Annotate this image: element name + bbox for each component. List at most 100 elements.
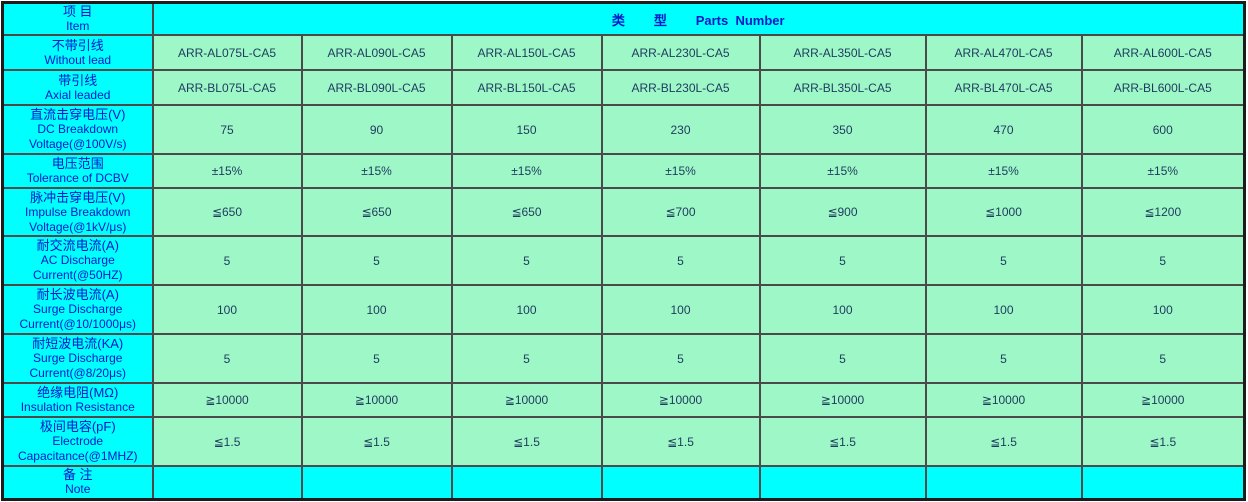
value-cell: ≦1.5 — [300, 416, 453, 467]
part-number-cell: ARR-AL090L-CA5 — [300, 34, 453, 71]
spec-row-tolerance: 电压范围 Tolerance of DCBV ±15% ±15% ±15% ±1… — [1, 153, 1246, 189]
note-cell — [1080, 465, 1246, 500]
row-label-en: Impulse Breakdown — [25, 204, 131, 219]
part-number-cell: ARR-AL600L-CA5 — [1080, 34, 1246, 71]
row-label-en: Voltage(@100V/s) — [28, 137, 127, 151]
row-label: 备 注 Note — [1, 465, 154, 500]
row-label-zh: 耐交流电流(A) — [36, 238, 119, 253]
value-cell: ±15% — [300, 153, 453, 189]
part-number-cell: ARR-AL150L-CA5 — [450, 34, 603, 71]
value-cell: 5 — [600, 235, 761, 286]
row-label-en: Current(@8/20μs) — [29, 366, 126, 380]
row-label-en: DC Breakdown — [37, 122, 119, 136]
row-label-en: Voltage(@1kV/μs) — [29, 219, 127, 234]
row-label-en: Current(@10/1000μs) — [19, 317, 136, 331]
value-cell: 100 — [450, 284, 603, 335]
row-label-en: Insulation Resistance — [20, 400, 135, 414]
value-cell: 100 — [758, 284, 927, 335]
value-cell: ≦650 — [151, 187, 303, 237]
value-cell: 5 — [1080, 333, 1246, 384]
row-label-en: Without lead — [44, 52, 112, 67]
row-label: 耐长波电流(A) Surge Discharge Current(@10/100… — [1, 284, 154, 335]
spec-row-surge-long-wave: 耐长波电流(A) Surge Discharge Current(@10/100… — [1, 284, 1246, 335]
value-cell: ≦650 — [450, 187, 603, 237]
header-row: 项 目 Item 类 型 Parts Number — [1, 1, 1246, 36]
value-cell: 5 — [600, 333, 761, 384]
value-cell: 100 — [1080, 284, 1246, 335]
value-cell: 600 — [1080, 104, 1246, 155]
row-label-en: Electrode — [52, 434, 104, 448]
value-cell: ≧10000 — [300, 382, 453, 418]
part-number-cell: ARR-AL470L-CA5 — [924, 34, 1083, 71]
value-cell: 5 — [758, 333, 927, 384]
value-cell: 90 — [300, 104, 453, 155]
row-label: 绝缘电阻(MΩ) Insulation Resistance — [1, 382, 154, 418]
item-header-zh: 项 目 — [62, 4, 93, 19]
value-cell: ±15% — [924, 153, 1083, 189]
value-cell: ±15% — [600, 153, 761, 189]
row-label-en: Current(@50HZ) — [32, 268, 123, 282]
note-cell — [450, 465, 603, 500]
value-cell: ≧10000 — [758, 382, 927, 418]
spec-row-note: 备 注 Note — [1, 465, 1246, 500]
value-cell: 230 — [600, 104, 761, 155]
part-number-cell: ARR-BL230L-CA5 — [600, 69, 761, 106]
part-number-cell: ARR-BL350L-CA5 — [758, 69, 927, 106]
row-label-zh: 备 注 — [62, 467, 93, 483]
item-header-cell: 项 目 Item — [1, 1, 154, 36]
value-cell: 5 — [151, 235, 303, 286]
row-label-zh: 耐短波电流(KA) — [32, 336, 124, 351]
value-cell: ≦1.5 — [924, 416, 1083, 467]
value-cell: 100 — [600, 284, 761, 335]
value-cell: ±15% — [450, 153, 603, 189]
value-cell: ±15% — [758, 153, 927, 189]
note-cell — [300, 465, 453, 500]
value-cell: 100 — [151, 284, 303, 335]
value-cell: 5 — [450, 235, 603, 286]
value-cell: 75 — [151, 104, 303, 155]
row-label: 直流击穿电压(V) DC Breakdown Voltage(@100V/s) — [1, 104, 154, 155]
note-cell — [758, 465, 927, 500]
note-cell — [924, 465, 1083, 500]
value-cell: 350 — [758, 104, 927, 155]
row-label-zh: 脉冲击穿电压(V) — [30, 189, 126, 205]
spec-row-impulse-breakdown: 脉冲击穿电压(V) Impulse Breakdown Voltage(@1kV… — [1, 187, 1246, 237]
value-cell: 5 — [300, 333, 453, 384]
value-cell: 5 — [151, 333, 303, 384]
value-cell: ≦1200 — [1080, 187, 1246, 237]
value-cell: ≦1.5 — [450, 416, 603, 467]
value-cell: ≧10000 — [151, 382, 303, 418]
value-cell: ≧10000 — [1080, 382, 1246, 418]
value-cell: 5 — [450, 333, 603, 384]
row-label-en: Note — [65, 482, 91, 497]
row-label-en: Capacitance(@1MHZ) — [17, 449, 138, 463]
spec-row-dc-breakdown: 直流击穿电压(V) DC Breakdown Voltage(@100V/s) … — [1, 104, 1246, 155]
value-cell: ≦1.5 — [151, 416, 303, 467]
spec-row-surge-short-wave: 耐短波电流(KA) Surge Discharge Current(@8/20μ… — [1, 333, 1246, 384]
part-number-cell: ARR-AL350L-CA5 — [758, 34, 927, 71]
row-label-zh: 电压范围 — [51, 156, 104, 171]
value-cell: ≦1.5 — [758, 416, 927, 467]
value-cell: 150 — [450, 104, 603, 155]
part-number-cell: ARR-BL090L-CA5 — [300, 69, 453, 106]
row-label-zh: 直流击穿电压(V) — [30, 107, 126, 122]
value-cell: ≧10000 — [600, 382, 761, 418]
row-label-zh: 绝缘电阻(MΩ) — [37, 385, 119, 400]
value-cell: 100 — [300, 284, 453, 335]
value-cell: ≦900 — [758, 187, 927, 237]
note-cell — [600, 465, 761, 500]
row-label: 耐交流电流(A) AC Discharge Current(@50HZ) — [1, 235, 154, 286]
part-number-cell: ARR-BL150L-CA5 — [450, 69, 603, 106]
part-number-cell: ARR-BL075L-CA5 — [151, 69, 303, 106]
part-number-cell: ARR-AL230L-CA5 — [600, 34, 761, 71]
value-cell: ≦650 — [300, 187, 453, 237]
row-label-en: Axial leaded — [45, 87, 111, 102]
part-number-cell: ARR-AL075L-CA5 — [151, 34, 303, 71]
row-label: 不带引线 Without lead — [1, 34, 154, 71]
value-cell: 100 — [924, 284, 1083, 335]
spec-row-electrode-capacitance: 极间电容(pF) Electrode Capacitance(@1MHZ) ≦1… — [1, 416, 1246, 467]
row-label: 带引线 Axial leaded — [1, 69, 154, 106]
value-cell: ≦700 — [600, 187, 761, 237]
spec-row-insulation-resistance: 绝缘电阻(MΩ) Insulation Resistance ≧10000 ≧1… — [1, 382, 1246, 418]
